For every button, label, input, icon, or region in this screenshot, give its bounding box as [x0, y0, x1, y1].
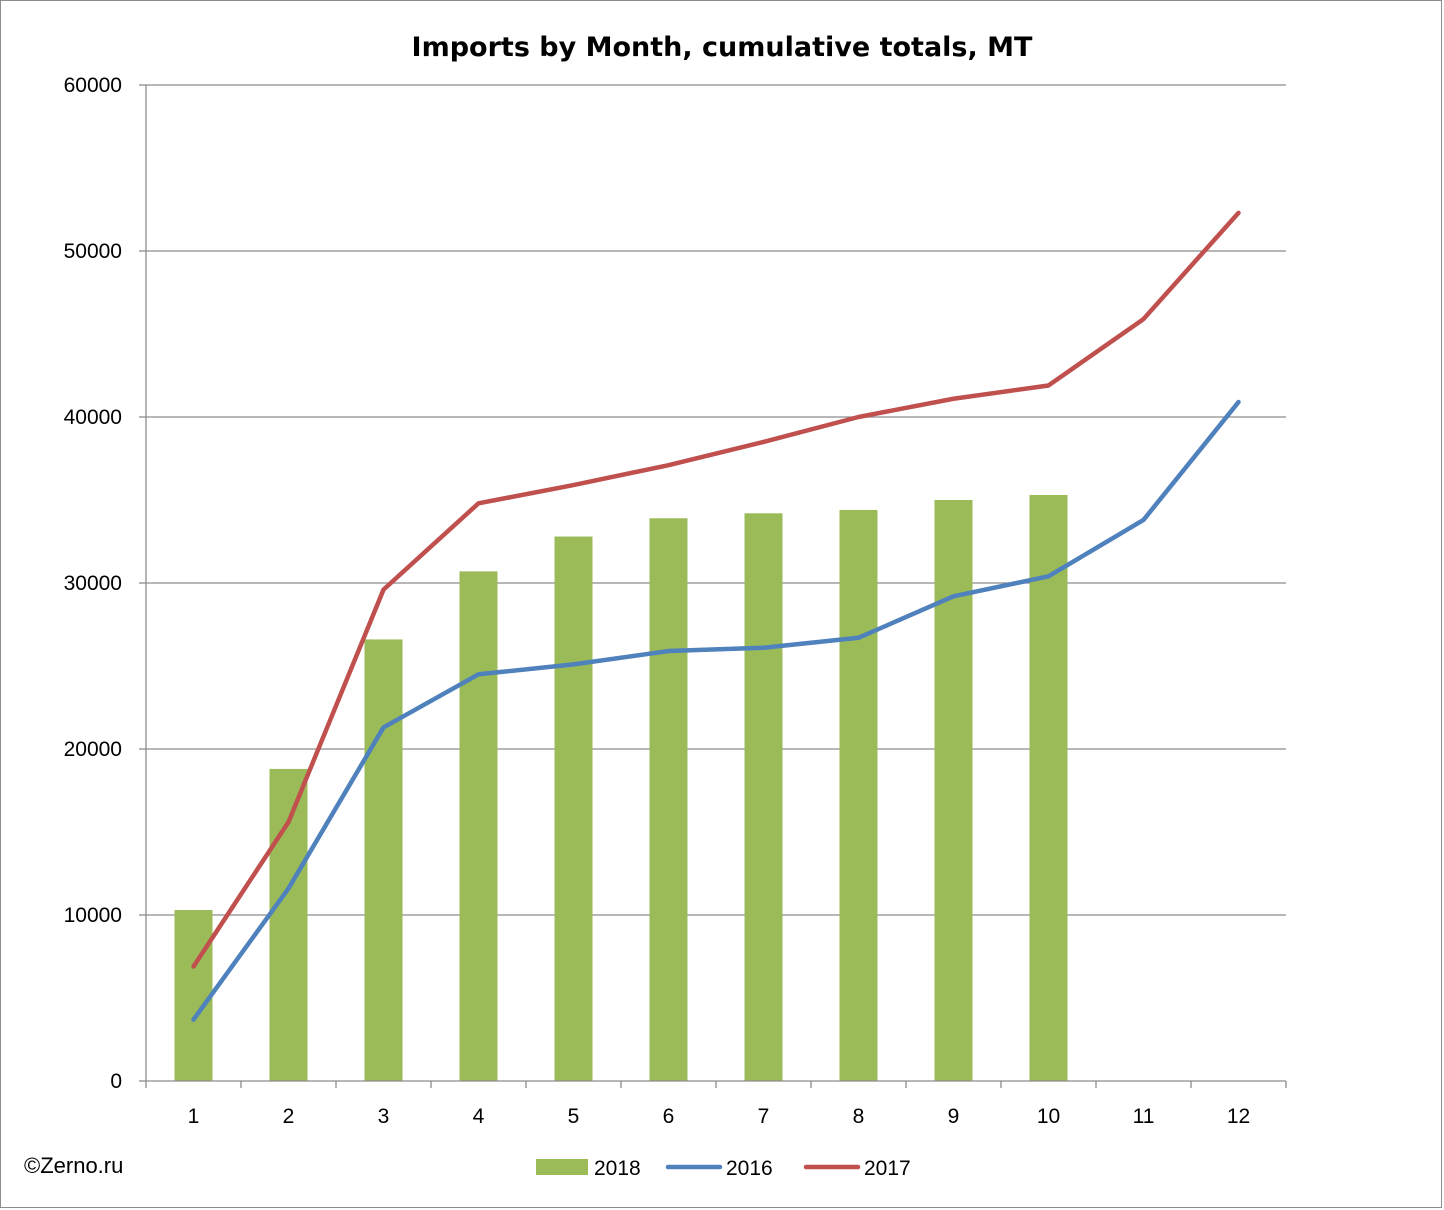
y-tick-label: 10000 — [64, 904, 122, 927]
bar-2018 — [364, 639, 403, 1081]
legend-label-2016: 2016 — [726, 1157, 773, 1180]
series-line-2017 — [191, 210, 1241, 969]
x-tick-label: 11 — [1133, 1105, 1155, 1128]
chart-title: Imports by Month, cumulative totals, MT — [412, 32, 1033, 63]
axes — [139, 84, 1287, 1088]
x-tick-label: 9 — [948, 1105, 960, 1128]
bar-2018 — [649, 518, 688, 1081]
legend: 2018 2016 2017 — [536, 1157, 911, 1180]
legend-label-2017: 2017 — [864, 1157, 911, 1180]
y-tick-label: 40000 — [64, 406, 122, 429]
bar-2018 — [459, 571, 498, 1081]
bar-2018 — [744, 513, 783, 1081]
bar-2018 — [554, 536, 593, 1081]
bar-2018 — [934, 500, 973, 1081]
x-tick-label: 1 — [188, 1105, 200, 1128]
y-tick-label: 20000 — [64, 738, 122, 761]
x-tick-label: 6 — [663, 1105, 675, 1128]
bar-2018 — [174, 910, 213, 1081]
x-tick-label: 8 — [853, 1105, 865, 1128]
x-tick-label: 10 — [1037, 1105, 1060, 1128]
y-tick-label: 0 — [110, 1070, 122, 1093]
y-axis-tick-labels: 0 10000 20000 30000 40000 50000 60000 — [64, 74, 122, 1093]
line-series — [191, 210, 1241, 1022]
x-tick-label: 4 — [473, 1105, 485, 1128]
bar-2018 — [269, 768, 308, 1081]
x-tick-label: 12 — [1227, 1105, 1250, 1128]
y-tick-label: 30000 — [64, 572, 122, 595]
x-tick-label: 5 — [568, 1105, 580, 1128]
x-axis-tick-labels: 1 2 3 4 5 6 7 8 9 10 11 12 — [188, 1105, 1251, 1128]
copyright-text: ©Zerno.ru — [24, 1153, 124, 1178]
bar-series — [174, 495, 1068, 1082]
legend-swatch-2018 — [536, 1159, 588, 1175]
x-tick-label: 2 — [283, 1105, 295, 1128]
series-line-2016 — [191, 399, 1241, 1022]
legend-label-2018: 2018 — [594, 1157, 641, 1180]
x-tick-label: 7 — [758, 1105, 770, 1128]
bar-2018 — [839, 509, 878, 1082]
y-tick-label: 60000 — [64, 74, 122, 97]
grid-lines — [146, 84, 1286, 916]
bar-2018 — [1029, 495, 1068, 1081]
x-tick-label: 3 — [378, 1105, 390, 1128]
y-tick-label: 50000 — [64, 240, 122, 263]
